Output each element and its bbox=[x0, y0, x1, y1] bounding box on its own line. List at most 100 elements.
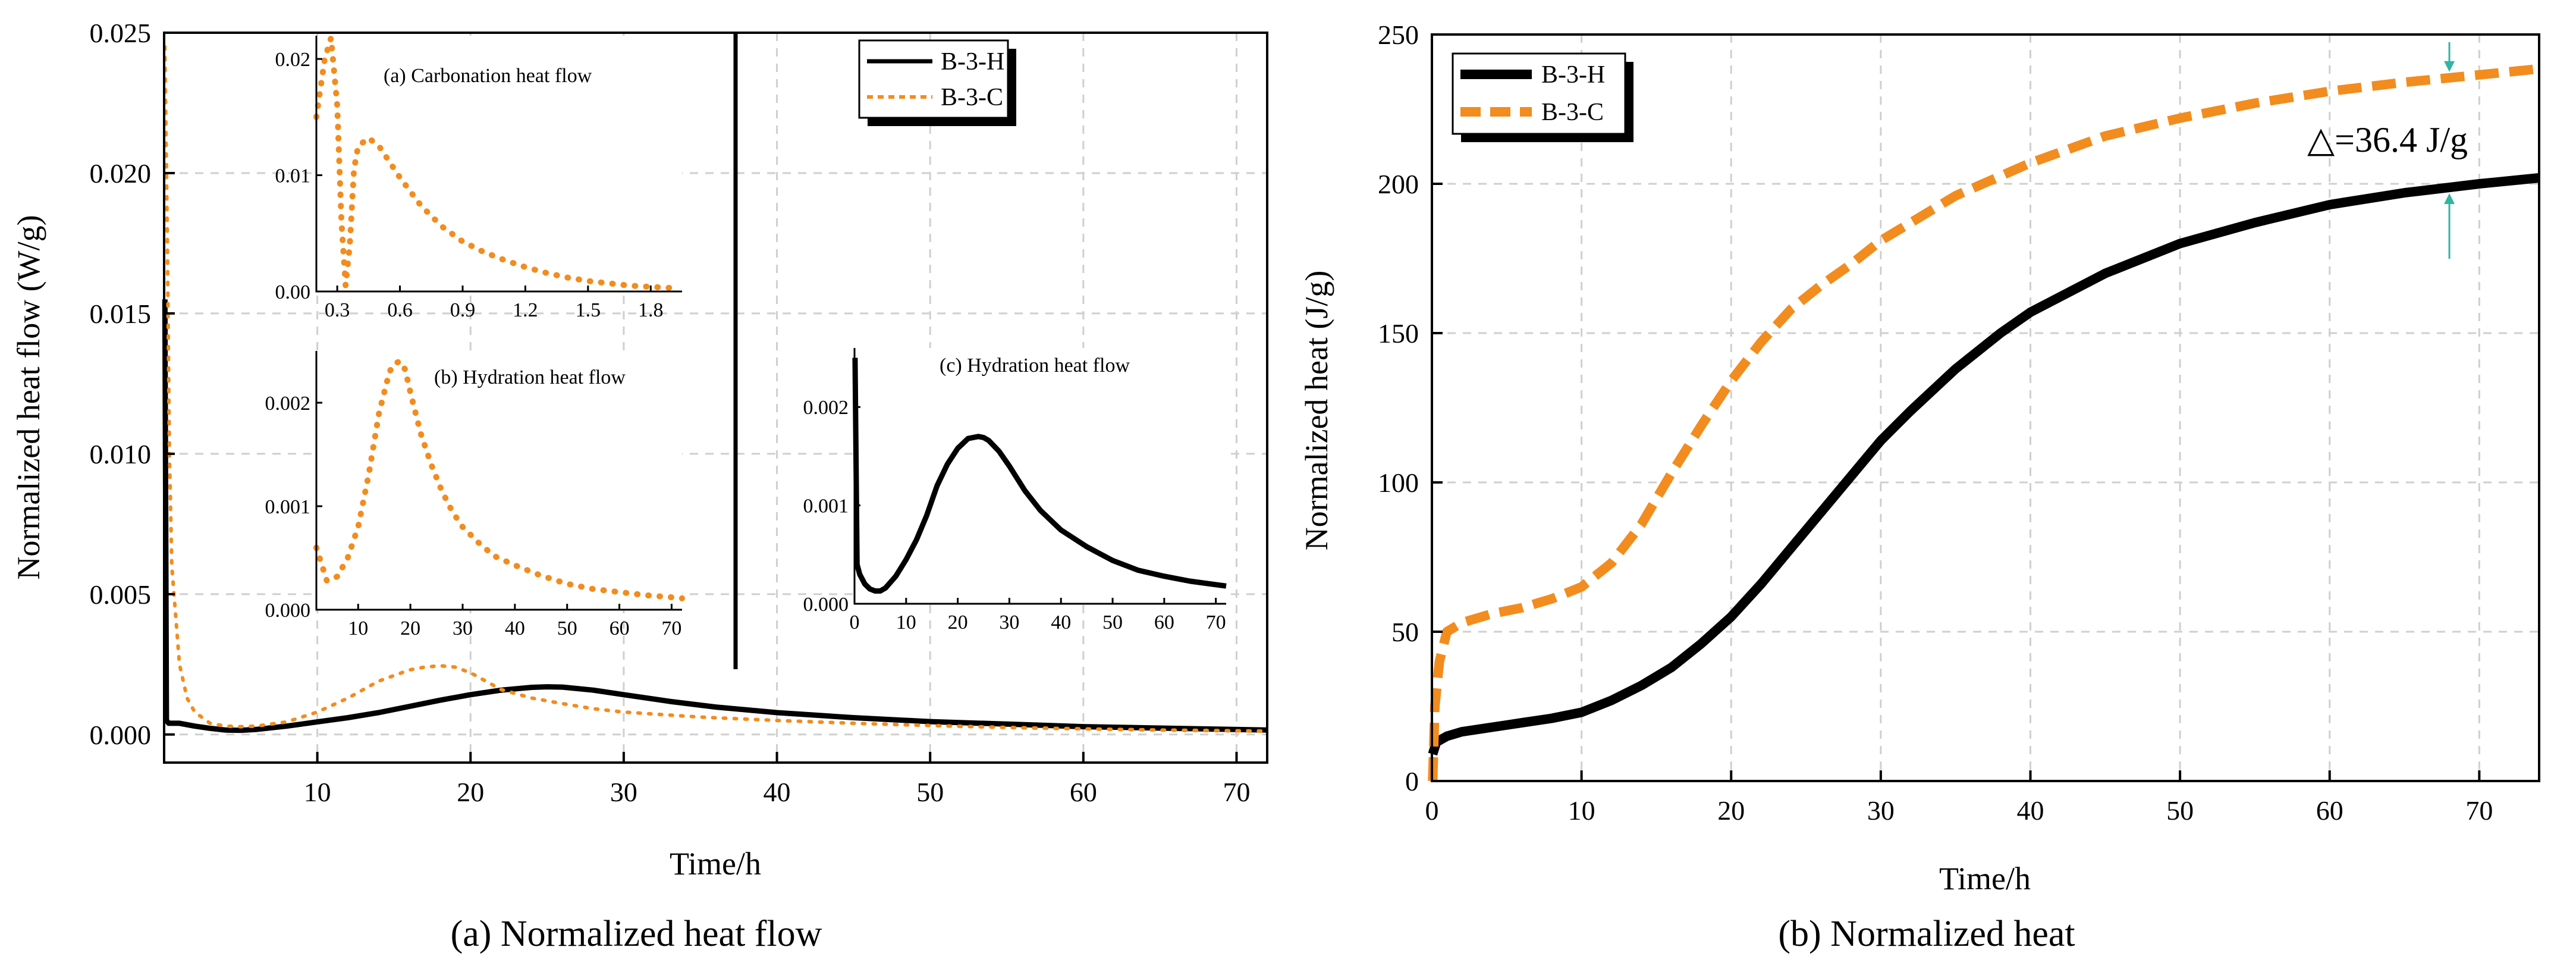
panel-b-xtick-label-0: 0 bbox=[1425, 795, 1439, 826]
legend-a-label-c: B-3-C bbox=[941, 84, 1003, 111]
panel-b-xlabel: Time/h bbox=[1939, 861, 2031, 896]
inset-0-ytick-label-2: 0.02 bbox=[275, 49, 311, 71]
panel-b-ticks: 0 10 20 30 40 50 60 70 0 50 100 150 200 250 bbox=[1378, 20, 2493, 826]
panel-a-ticks: 10 20 30 40 50 60 700.0000.0050.0100.0150.0200… bbox=[90, 18, 1251, 807]
panel-a-legend: B-3-H B-3-C bbox=[858, 39, 1016, 126]
panel-b-ytick-label-1: 50 bbox=[1391, 617, 1419, 647]
panel-b-ylabel: Normalized heat (J/g) bbox=[1299, 271, 1334, 551]
panel-b-heat: 0 10 20 30 40 50 60 70 0 50 100 150 200 250 B-3-H B-3… bbox=[1299, 20, 2540, 954]
inset-1-xtick-label-6: 70 bbox=[661, 617, 681, 639]
inset-2-xtick-label-5: 50 bbox=[1102, 611, 1123, 634]
arrow-top-head bbox=[2444, 61, 2455, 72]
inset-0-series bbox=[313, 35, 675, 291]
inset-2-xtick-label-7: 70 bbox=[1206, 611, 1226, 634]
inset-2-ytick-label-2: 0.002 bbox=[803, 397, 849, 419]
inset-c-ticks: 0 10 20 30 40 50 60 70 0.000 0.001 0.002 bbox=[803, 397, 1226, 634]
panel-a-xtick-label-4: 50 bbox=[916, 777, 944, 807]
inset-0-xtick-label-3: 1.2 bbox=[513, 299, 538, 321]
legend-b-box bbox=[1452, 52, 1626, 135]
inset-0-xtick-label-1: 0.6 bbox=[387, 299, 413, 321]
legend-b-label-h: B-3-H bbox=[1541, 61, 1605, 89]
inset-a-ticks: 0.3 0.6 0.9 1.2 1.5 1.8 0.00 0.01 0.02 bbox=[275, 49, 664, 321]
inset-2-xtick-label-3: 30 bbox=[999, 611, 1019, 634]
inset-2-series bbox=[852, 358, 1227, 594]
panel-b-ytick-label-4: 200 bbox=[1378, 169, 1419, 199]
panel-b-caption: (b) Normalized heat bbox=[1778, 914, 2075, 954]
inset-1-xtick-label-2: 30 bbox=[453, 617, 473, 639]
panel-a-ytick-label-5: 0.025 bbox=[90, 18, 152, 48]
inset-1-xtick-label-3: 40 bbox=[505, 617, 525, 639]
inset-1-xtick-label-0: 10 bbox=[348, 617, 368, 639]
inset-c-background bbox=[855, 348, 1226, 604]
legend-b-label-c: B-3-C bbox=[1541, 99, 1604, 126]
panel-b-series-b-3-c bbox=[1428, 64, 2540, 782]
inset-1-xtick-label-4: 50 bbox=[557, 617, 577, 639]
panel-a-ytick-label-3: 0.015 bbox=[90, 299, 152, 329]
inset-hydration-c: 0 10 20 30 40 50 60 70 0.000 0.001 0.002 (c) Hydra… bbox=[803, 348, 1227, 634]
panel-b-series-b-3-h bbox=[1428, 173, 2540, 756]
panel-a-ytick-label-0: 0.000 bbox=[90, 720, 152, 750]
panel-a-ylabel: Normalized heat flow (W/g) bbox=[11, 215, 46, 579]
panel-b-xtick-label-5: 50 bbox=[2166, 795, 2194, 826]
panel-a-xtick-label-2: 30 bbox=[610, 777, 637, 807]
panel-b-difference-arrows bbox=[2444, 42, 2455, 259]
inset-0-ytick-label-1: 0.01 bbox=[275, 165, 311, 187]
panel-a-xtick-label-0: 10 bbox=[304, 777, 331, 807]
panel-a-ytick-label-4: 0.020 bbox=[90, 158, 152, 189]
inset-a-background bbox=[316, 36, 682, 291]
inset-0-xtick-label-0: 0.3 bbox=[325, 299, 350, 321]
inset-2-xtick-label-1: 10 bbox=[896, 611, 916, 634]
legend-a-box bbox=[858, 39, 1009, 119]
panel-a-series-b-3-h bbox=[162, 299, 1268, 733]
inset-b-title: (b) Hydration heat flow bbox=[434, 366, 626, 388]
panel-b-ytick-label-3: 150 bbox=[1378, 318, 1419, 349]
inset-carbonation: 0.3 0.6 0.9 1.2 1.5 1.8 0.00 0.01 0.02 (a) Carbo… bbox=[275, 35, 682, 321]
inset-b-background bbox=[316, 351, 682, 610]
panel-b-legend: B-3-H B-3-C bbox=[1452, 52, 1633, 142]
panel-a-xtick-label-6: 70 bbox=[1223, 777, 1250, 807]
inset-c-title: (c) Hydration heat flow bbox=[940, 355, 1130, 377]
panel-a-ytick-label-2: 0.010 bbox=[90, 439, 152, 469]
panel-a-xtick-label-1: 20 bbox=[457, 777, 484, 807]
panel-b-xtick-label-4: 40 bbox=[2016, 795, 2044, 826]
panel-b-ytick-label-0: 0 bbox=[1405, 766, 1419, 796]
inset-0-ytick-label-0: 0.00 bbox=[275, 281, 311, 303]
inset-1-ytick-label-0: 0.000 bbox=[265, 600, 311, 622]
inset-1-xtick-label-1: 20 bbox=[400, 617, 420, 639]
inset-1-xtick-label-5: 60 bbox=[610, 617, 630, 639]
inset-hydration-b: 10 20 30 40 50 60 70 0.000 0.001 0.002 (b) Hydrat… bbox=[265, 351, 685, 639]
panel-a-series bbox=[162, 45, 1269, 733]
panel-b-axes bbox=[1431, 33, 2540, 782]
inset-1-series bbox=[313, 358, 685, 601]
inset-2-xtick-label-0: 0 bbox=[850, 611, 860, 634]
panel-a-ytick-label-1: 0.005 bbox=[90, 579, 152, 610]
inset-1-ytick-label-2: 0.002 bbox=[265, 393, 311, 415]
inset-a-title: (a) Carbonation heat flow bbox=[384, 65, 592, 87]
panel-a-caption: (a) Normalized heat flow bbox=[451, 914, 822, 954]
inset-c-series bbox=[852, 358, 1227, 594]
inset-b-ticks: 10 20 30 40 50 60 70 0.000 0.001 0.002 bbox=[265, 393, 682, 639]
inset-2-xtick-label-6: 60 bbox=[1154, 611, 1174, 634]
inset-0-xtick-label-4: 1.5 bbox=[576, 299, 601, 321]
panel-b-xtick-label-1: 10 bbox=[1568, 795, 1595, 826]
panel-b-xtick-label-6: 60 bbox=[2316, 795, 2343, 826]
panel-a-series-b-3-c bbox=[163, 45, 1269, 733]
inset-b-series bbox=[313, 358, 685, 601]
inset-0-xtick-label-5: 1.8 bbox=[638, 299, 664, 321]
panel-a-xtick-label-5: 60 bbox=[1070, 777, 1097, 807]
inset-2-xtick-label-4: 40 bbox=[1051, 611, 1071, 634]
inset-2-ytick-label-0: 0.000 bbox=[803, 594, 849, 616]
inset-1-ytick-label-1: 0.001 bbox=[265, 496, 311, 518]
panel-b-ytick-label-5: 250 bbox=[1378, 20, 1419, 50]
panel-b-xtick-label-7: 70 bbox=[2465, 795, 2493, 826]
arrow-bottom-head bbox=[2444, 193, 2455, 205]
legend-a-label-h: B-3-H bbox=[941, 48, 1004, 76]
panel-b-annotation: △=36.4 J/g bbox=[2307, 120, 2468, 159]
panel-a-xtick-label-3: 40 bbox=[764, 777, 791, 807]
inset-2-ytick-label-1: 0.001 bbox=[803, 496, 849, 518]
inset-0-xtick-label-2: 0.9 bbox=[450, 299, 476, 321]
panel-b-ytick-label-2: 100 bbox=[1378, 468, 1419, 498]
panel-b-series bbox=[1428, 64, 2540, 782]
panel-b-xtick-label-2: 20 bbox=[1717, 795, 1745, 826]
